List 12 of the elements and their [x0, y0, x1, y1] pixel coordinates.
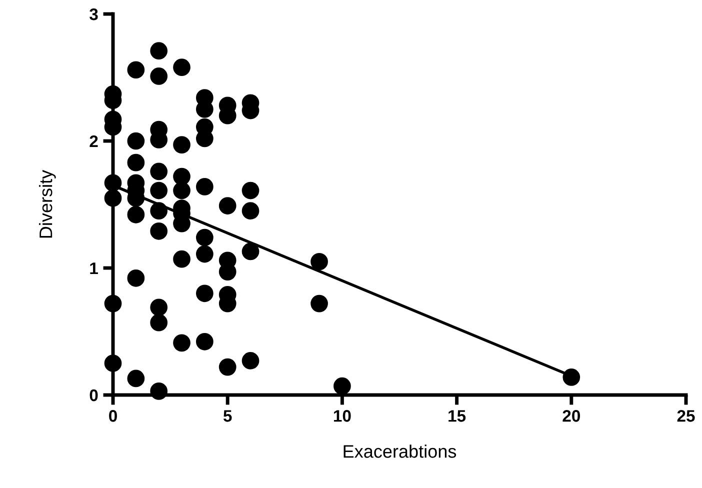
y-axis-title: Diversity — [38, 170, 56, 238]
x-tick-label: 25 — [677, 410, 695, 422]
x-tick-label: 20 — [562, 410, 580, 422]
y-tick-label: 0 — [90, 389, 98, 402]
y-tick-label: 1 — [90, 262, 98, 274]
x-tick-label: 5 — [223, 410, 232, 422]
x-tick-label: 15 — [448, 410, 466, 422]
y-tick-label: 3 — [90, 8, 98, 20]
x-tick-label: 0 — [109, 410, 117, 422]
x-tick-label: 10 — [334, 410, 351, 422]
y-tick-label: 2 — [90, 135, 98, 148]
x-axis-title: Exacerabtions — [344, 444, 456, 458]
